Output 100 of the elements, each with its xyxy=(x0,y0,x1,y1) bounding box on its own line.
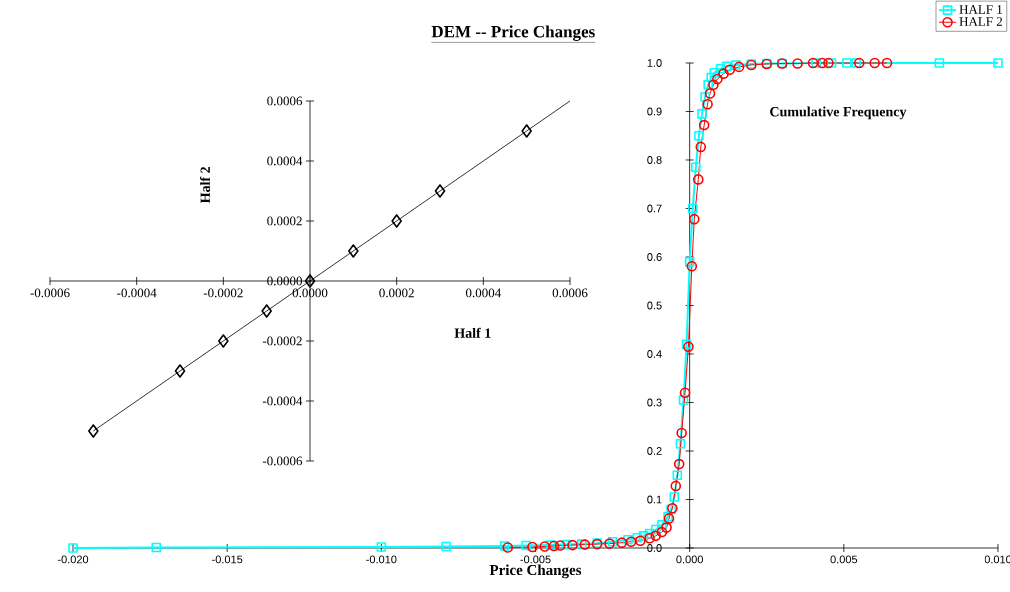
point xyxy=(688,213,700,225)
y-axis-title: Half 2 xyxy=(199,167,210,204)
point xyxy=(816,57,828,69)
point xyxy=(694,130,704,141)
point xyxy=(656,526,668,538)
point xyxy=(567,539,578,551)
x-tick-label: 0.000 xyxy=(676,555,703,564)
point xyxy=(676,427,687,439)
y-tick-label: -0.0002 xyxy=(262,336,302,346)
y-tick-label: -0.0004 xyxy=(262,396,303,406)
point xyxy=(499,541,510,551)
y-tick-label: 0.2 xyxy=(647,447,662,455)
point xyxy=(616,537,628,548)
point xyxy=(733,61,745,73)
x-tick-label: 0.0002 xyxy=(379,288,414,298)
x-tick-label: 0.0004 xyxy=(465,288,502,298)
point xyxy=(661,522,672,533)
y-tick-label: 0.0004 xyxy=(267,156,303,166)
point xyxy=(502,542,514,553)
point xyxy=(693,174,704,185)
y-tick-label: 0.7 xyxy=(647,204,662,213)
point xyxy=(650,530,662,542)
legend-label: HALF 1 xyxy=(959,5,1002,14)
point xyxy=(724,64,736,76)
point xyxy=(635,535,646,547)
point xyxy=(623,534,633,545)
point xyxy=(561,539,572,550)
point xyxy=(576,539,587,549)
point xyxy=(715,64,726,74)
point xyxy=(521,540,532,551)
point xyxy=(851,58,861,68)
point xyxy=(695,141,707,153)
y-tick-label: 0.1 xyxy=(647,495,662,504)
point xyxy=(684,257,695,267)
point xyxy=(539,541,551,552)
annotation: Cumulative Frequency xyxy=(770,106,907,120)
y-tick-label: 1.0 xyxy=(647,59,662,67)
chart-title: DEM -- Price Changes xyxy=(431,25,595,41)
point xyxy=(686,260,698,272)
point xyxy=(691,162,701,173)
y-tick-label: 0.9 xyxy=(647,107,662,116)
x-tick-label: 0.005 xyxy=(830,555,858,564)
x-tick-label: -0.015 xyxy=(212,555,243,564)
point xyxy=(869,57,880,69)
point xyxy=(718,68,729,79)
point xyxy=(644,528,655,539)
point xyxy=(579,539,591,550)
y-tick-label: 0.8 xyxy=(647,156,662,164)
point xyxy=(731,60,741,70)
point xyxy=(698,119,710,131)
point xyxy=(706,72,717,83)
point xyxy=(673,458,685,470)
point xyxy=(721,61,732,72)
point xyxy=(638,531,649,541)
point xyxy=(702,98,713,110)
point xyxy=(672,470,683,481)
point xyxy=(434,184,446,198)
point xyxy=(218,334,229,348)
y-tick-label: 0.5 xyxy=(647,301,662,310)
legend-label: HALF 2 xyxy=(959,17,1003,26)
point xyxy=(708,79,719,91)
point xyxy=(679,387,691,399)
y-tick-label: 0.6 xyxy=(647,253,662,261)
point xyxy=(669,492,680,502)
point xyxy=(853,57,865,69)
x-tick-label: -0.0006 xyxy=(30,288,70,298)
x-axis-title: Half 1 xyxy=(454,327,491,338)
point xyxy=(807,57,819,69)
point xyxy=(521,124,532,138)
point xyxy=(934,58,945,68)
point xyxy=(527,541,538,553)
point xyxy=(174,364,186,378)
point xyxy=(68,543,78,553)
point xyxy=(675,438,686,449)
x-axis-title: Price Changes xyxy=(489,564,582,579)
x-tick-label: -0.0002 xyxy=(203,288,243,298)
y-tick-label: 0.0002 xyxy=(267,216,302,226)
x-tick-label: 0.0000 xyxy=(292,288,328,298)
point xyxy=(792,58,803,69)
point xyxy=(811,58,821,68)
y-tick-label: 0.0000 xyxy=(267,276,302,286)
point xyxy=(261,304,272,318)
x-tick-label: -0.020 xyxy=(57,555,89,564)
point xyxy=(842,58,852,68)
point xyxy=(376,542,387,552)
point xyxy=(700,92,710,102)
point xyxy=(678,395,689,405)
point xyxy=(697,109,707,119)
point xyxy=(670,480,682,492)
point xyxy=(151,542,162,553)
point xyxy=(304,274,316,288)
point xyxy=(709,67,720,78)
point xyxy=(441,541,451,552)
y-tick-label: 0.0006 xyxy=(267,96,303,106)
point xyxy=(548,540,560,552)
point xyxy=(644,532,655,544)
point xyxy=(348,244,359,258)
point xyxy=(650,524,661,535)
y-tick-label: 0.4 xyxy=(647,350,662,358)
x-tick-label: -0.005 xyxy=(520,555,551,564)
